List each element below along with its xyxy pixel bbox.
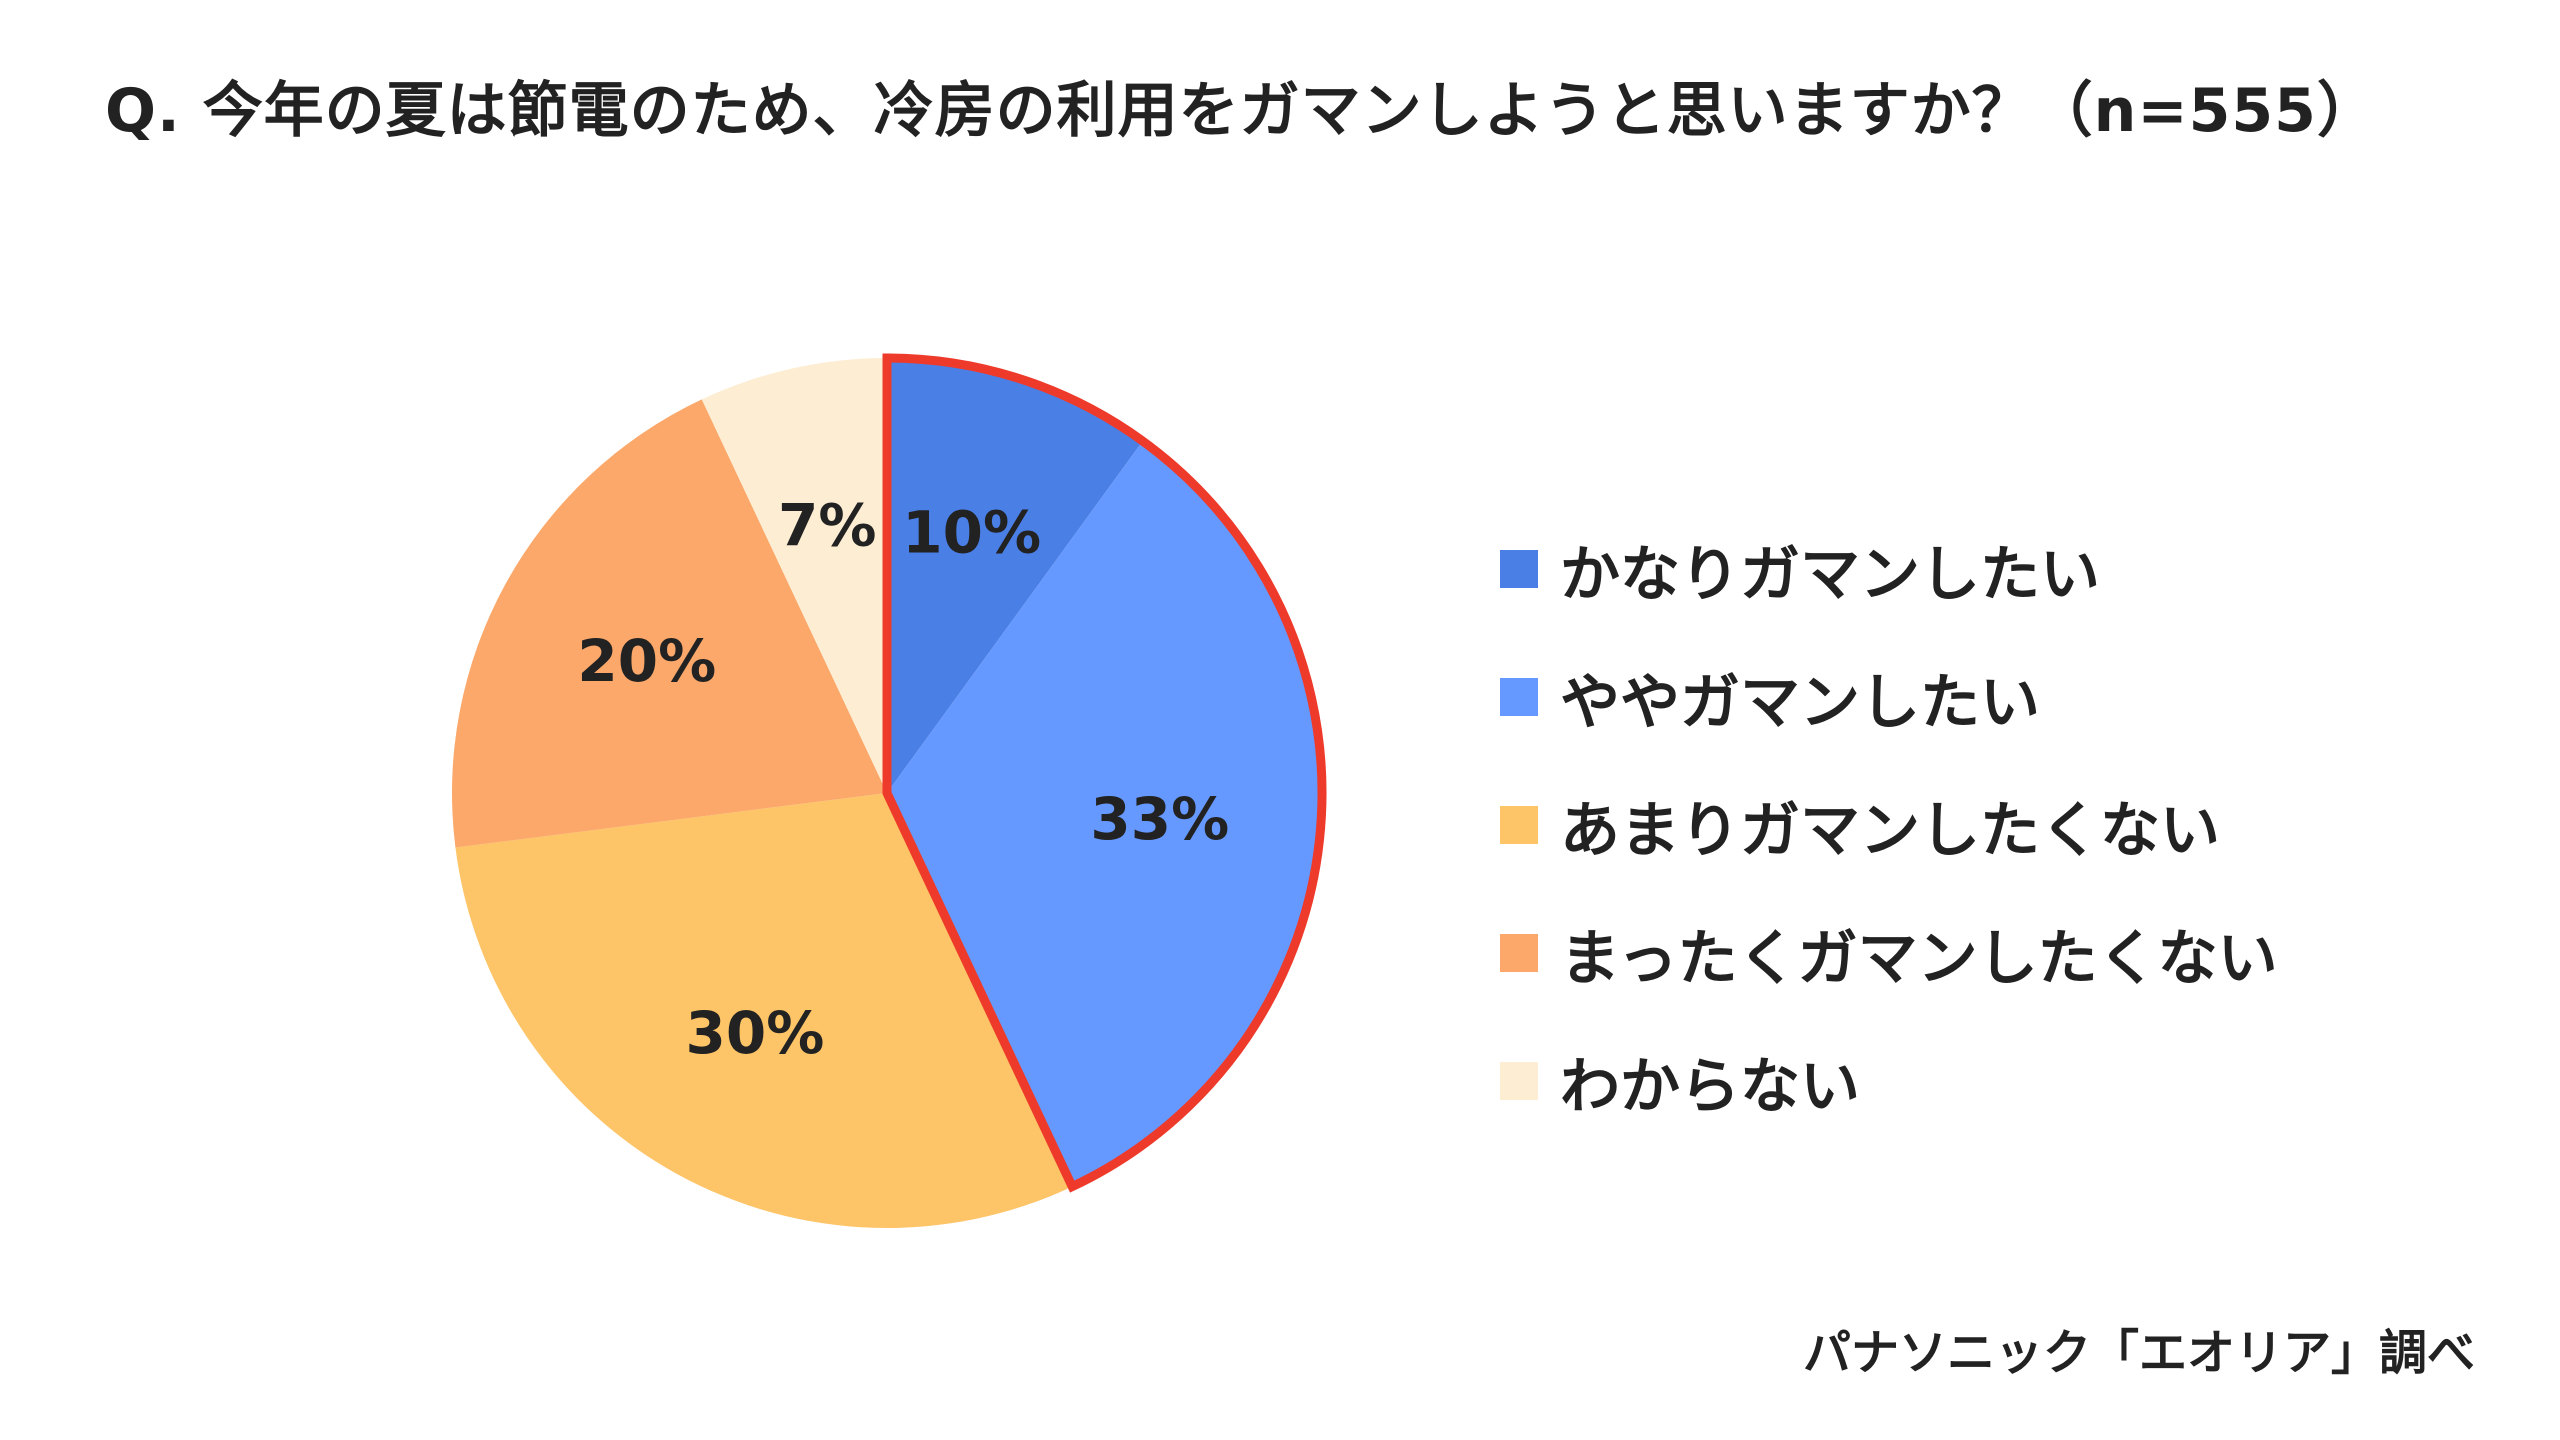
pie-slice [887, 358, 1143, 793]
legend-swatch [1500, 678, 1538, 716]
source-note: パナソニック「エオリア」調べ [1802, 1325, 2475, 1381]
legend-swatch [1500, 1062, 1538, 1100]
slice-label: 33% [1090, 785, 1229, 853]
pie-labels: 10% 33% 30% 20% 7% [577, 492, 1229, 1068]
highlight-outline [882, 353, 1327, 1193]
legend-label: まったくガマンしたくない [1560, 923, 2278, 994]
legend-item: かなりガマンしたい [1500, 505, 2278, 633]
pie-slice [452, 399, 887, 848]
legend-item: あまりガマンしたくない [1500, 761, 2278, 889]
slice-label: 20% [577, 627, 716, 695]
slice-label: 30% [686, 999, 825, 1067]
legend-label: ややガマンしたい [1560, 667, 2040, 738]
legend-swatch [1500, 550, 1538, 588]
pie-slice [701, 358, 887, 793]
pie-slices [452, 358, 1322, 1228]
legend-item: ややガマンしたい [1500, 633, 2278, 761]
pie-slice [887, 441, 1322, 1187]
legend-item: わからない [1500, 1017, 2278, 1145]
chart-title: Q. 今年の夏は節電のため、冷房の利用をガマンしようと思いますか？（n=555） [105, 76, 2378, 146]
legend-swatch [1500, 934, 1538, 972]
legend-item: まったくガマンしたくない [1500, 889, 2278, 1017]
legend-swatch [1500, 806, 1538, 844]
legend-label: あまりガマンしたくない [1560, 795, 2220, 866]
legend-label: わからない [1560, 1051, 1860, 1122]
slice-label: 7% [778, 492, 876, 560]
pie-slice [455, 793, 1073, 1228]
slice-label: 10% [902, 498, 1041, 566]
legend-label: かなりガマンしたい [1560, 539, 2100, 610]
legend: かなりガマンしたい ややガマンしたい あまりガマンしたくない まったくガマンした… [1500, 505, 2278, 1145]
